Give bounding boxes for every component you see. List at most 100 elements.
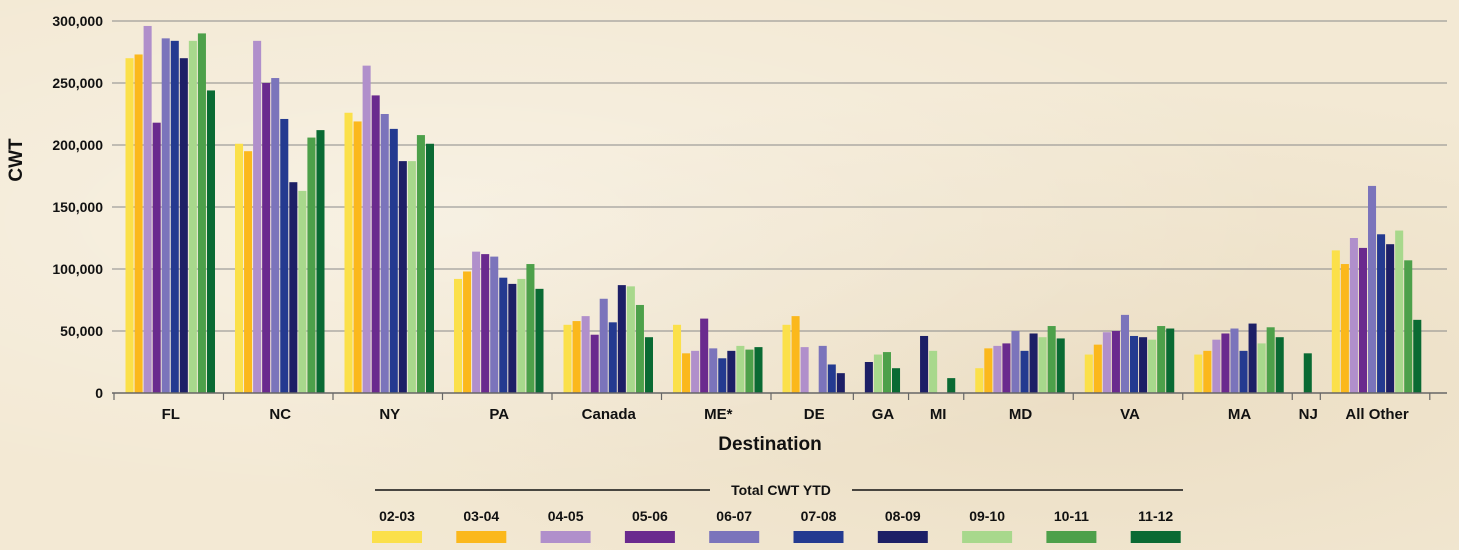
category-label: All Other — [1345, 406, 1409, 423]
legend-item: 05-06 — [624, 508, 675, 543]
bar-06-07 — [1120, 314, 1129, 393]
bar-02-03 — [563, 324, 572, 393]
legend-swatch — [540, 531, 591, 543]
bar-11-12 — [206, 90, 215, 393]
bar-07-08 — [827, 364, 836, 393]
bar-06-07 — [1230, 328, 1239, 393]
bar-09-10 — [626, 286, 635, 393]
category-labels: FL NC NY PA Canada ME* DE GA MI MD VA MA NJ All Other — [162, 406, 1409, 423]
legend-item: 04-05 — [540, 508, 591, 543]
bar-07-08 — [170, 40, 179, 394]
category-label: PA — [489, 406, 509, 423]
legend-item: 02-03 — [372, 508, 422, 543]
bar-09-10 — [1148, 339, 1157, 393]
x-axis-title: Destination — [718, 434, 821, 455]
bar-10-11 — [197, 33, 206, 394]
bar-08-09 — [1029, 333, 1038, 393]
y-tick-label: 50,000 — [60, 323, 103, 339]
legend-label: 06-07 — [716, 508, 752, 524]
bar-05-06 — [152, 122, 161, 394]
bar-05-06 — [590, 334, 599, 393]
bar-11-12 — [1303, 353, 1312, 393]
bar-11-12 — [535, 288, 544, 393]
bar-08-09 — [727, 350, 736, 393]
bar-08-09 — [864, 362, 873, 393]
bar-08-09 — [836, 373, 845, 393]
bar-09-10 — [1257, 343, 1266, 393]
legend-label: 04-05 — [548, 508, 584, 524]
bar-07-08 — [1020, 350, 1029, 393]
legend-swatch — [456, 531, 507, 543]
y-tick-label: 0 — [95, 385, 103, 401]
legend-item: 08-09 — [877, 508, 928, 543]
bar-05-06 — [1111, 331, 1120, 393]
bar-09-10 — [929, 350, 938, 393]
bar-11-12 — [1413, 319, 1422, 393]
bar-03-04 — [463, 271, 472, 393]
bar-03-04 — [1093, 344, 1102, 393]
bar-11-12 — [754, 347, 763, 393]
bar-11-12 — [644, 337, 653, 393]
bar-10-11 — [1266, 327, 1275, 393]
bar-06-07 — [490, 256, 499, 393]
bar-08-09 — [1139, 337, 1148, 393]
bar-03-04 — [682, 353, 691, 393]
legend-item: 06-07 — [709, 508, 760, 543]
bar-02-03 — [125, 58, 134, 393]
bar-06-07 — [709, 348, 718, 393]
y-tick-label: 250,000 — [52, 75, 103, 91]
category-label: VA — [1120, 406, 1140, 423]
bar-11-12 — [1056, 338, 1065, 393]
bar-05-06 — [1002, 343, 1011, 393]
bar-08-09 — [920, 335, 929, 393]
bar-03-04 — [353, 121, 362, 393]
legend-item: 03-04 — [456, 508, 507, 543]
category-label: NY — [379, 406, 400, 423]
bar-09-10 — [736, 345, 745, 393]
legend-items: 02-03 03-04 04-05 05-06 06-07 07-08 08-09 09-10… — [372, 508, 1181, 543]
y-tick-label: 200,000 — [52, 137, 103, 153]
legend-title: Total CWT YTD — [731, 482, 831, 498]
bar-10-11 — [745, 349, 754, 393]
bar-02-03 — [782, 324, 791, 393]
legend-item: 07-08 — [793, 508, 844, 543]
bar-09-10 — [873, 354, 882, 393]
bar-03-04 — [134, 54, 143, 393]
bar-04-05 — [362, 65, 371, 393]
bar-02-03 — [1084, 354, 1093, 393]
x-axis — [112, 392, 1447, 400]
bar-07-08 — [1377, 234, 1386, 393]
bar-03-04 — [572, 321, 581, 393]
y-tick-label: 100,000 — [52, 261, 103, 277]
category-label: FL — [162, 406, 180, 423]
legend-swatch — [372, 531, 422, 543]
bar-10-11 — [307, 137, 316, 393]
bar-02-03 — [454, 278, 463, 393]
bar-06-07 — [161, 38, 170, 394]
category-label: MI — [930, 406, 947, 423]
category-label: GA — [872, 406, 895, 423]
bar-04-05 — [581, 316, 590, 393]
bar-04-05 — [993, 345, 1002, 393]
bar-09-10 — [517, 278, 526, 393]
legend-label: 08-09 — [885, 508, 921, 524]
bar-05-06 — [481, 254, 490, 393]
category-label: NC — [269, 406, 291, 423]
bar-11-12 — [892, 368, 901, 393]
bar-10-11 — [635, 304, 644, 393]
legend-item: 11-12 — [1130, 508, 1181, 543]
bar-09-10 — [188, 40, 197, 394]
legend-swatch — [709, 531, 760, 543]
bar-02-03 — [344, 112, 353, 393]
bar-10-11 — [1157, 326, 1166, 393]
bar-06-07 — [271, 78, 280, 393]
bar-11-12 — [1275, 337, 1284, 393]
legend-swatch — [624, 531, 675, 543]
bar-08-09 — [1248, 323, 1257, 393]
bar-11-12 — [425, 143, 434, 393]
bar-08-09 — [508, 283, 517, 393]
bar-02-03 — [975, 368, 984, 393]
bar-02-03 — [1331, 250, 1340, 393]
bar-10-11 — [1404, 260, 1413, 393]
